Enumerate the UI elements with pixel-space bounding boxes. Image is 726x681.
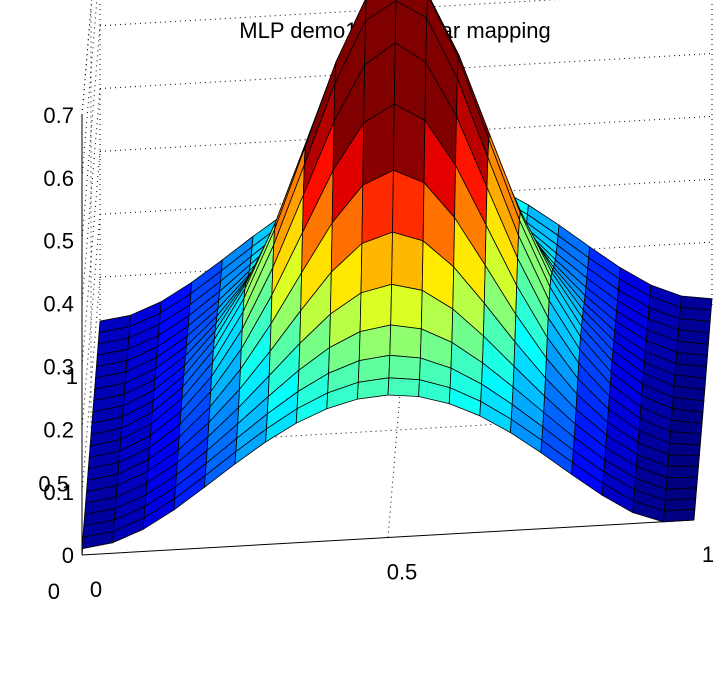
z-grid-line bbox=[99, 53, 713, 90]
surface-patch bbox=[662, 508, 696, 523]
z-tick-label: 0 bbox=[62, 543, 74, 568]
surface-patch bbox=[390, 283, 423, 330]
x-tick-label: 0.5 bbox=[387, 560, 418, 585]
z-tick-label: 0.1 bbox=[43, 480, 74, 505]
z-tick-label: 0.7 bbox=[43, 103, 74, 128]
x-tick-label: 0 bbox=[90, 577, 102, 602]
z-grid-line bbox=[99, 178, 713, 215]
surface-patch bbox=[668, 442, 701, 456]
surface-patch bbox=[391, 231, 424, 291]
surface-patch bbox=[387, 377, 420, 397]
y-tick-label: 1 bbox=[66, 364, 78, 389]
z-tick-label: 0.2 bbox=[43, 417, 74, 442]
z-tick-label: 0.6 bbox=[43, 166, 74, 191]
z-grid-line bbox=[81, 151, 101, 367]
y-tick-label: 0.5 bbox=[38, 472, 69, 497]
z-tick-label: 0.4 bbox=[43, 292, 74, 317]
z-grid-line bbox=[99, 241, 713, 278]
z-grid-line bbox=[81, 88, 101, 304]
z-grid-line bbox=[81, 214, 101, 430]
x-grid-line bbox=[387, 322, 407, 538]
surface-patch bbox=[388, 354, 421, 381]
z-grid-line bbox=[81, 0, 98, 178]
y-tick-label: 0 bbox=[48, 579, 60, 604]
surface-patch bbox=[669, 431, 702, 446]
z-grid-line bbox=[81, 25, 101, 241]
surface-patch bbox=[666, 465, 699, 479]
tick-labels: 0 0.1 0.2 0.3 0.4 0.5 0.6 0.7 0 0.5 1 0 0.5 1 bbox=[38, 103, 714, 604]
surface-patch bbox=[665, 476, 699, 490]
z-tick-label: 0.5 bbox=[43, 229, 74, 254]
surface-patch bbox=[389, 324, 422, 359]
z-grid-line bbox=[81, 0, 93, 116]
surface-patch bbox=[667, 454, 700, 467]
surface-patch bbox=[392, 169, 425, 242]
z-grid-line bbox=[81, 277, 101, 493]
z-grid-line bbox=[99, 115, 713, 152]
surface-mesh bbox=[81, 0, 713, 550]
x-tick-label: 1 bbox=[702, 542, 714, 567]
z-tick-label: 0.3 bbox=[43, 354, 74, 379]
